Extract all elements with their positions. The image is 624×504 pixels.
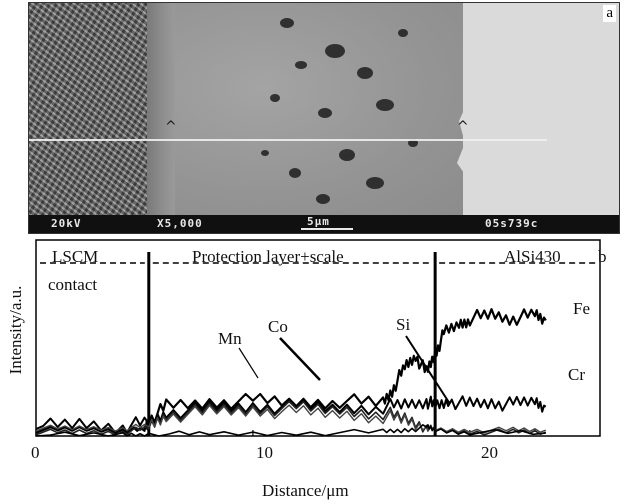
panel-letter-b: b xyxy=(598,247,607,266)
series-line-fe xyxy=(35,308,547,434)
series-line-cr xyxy=(35,395,547,434)
scale-alloy-boundary xyxy=(457,3,485,217)
x-tick-label-10: 10 xyxy=(256,443,273,462)
linescan-marker-right: ^ xyxy=(457,119,469,135)
sem-micrograph: ^ ^ 20kV X5,000 5μm 05s739c a xyxy=(28,2,620,234)
series-line-co xyxy=(35,404,547,434)
lscm-region xyxy=(29,3,147,215)
region-label-contact: contact xyxy=(48,275,98,294)
linescan-marker-left: ^ xyxy=(165,119,177,135)
plot-frame xyxy=(35,239,601,437)
leader-line-mn xyxy=(238,347,259,379)
panel-letter-a: a xyxy=(603,5,616,22)
scale-region xyxy=(175,3,463,215)
scale-pores xyxy=(261,18,418,204)
alloy-region xyxy=(457,3,619,217)
linescan-line xyxy=(29,139,547,141)
element-label-fe: Fe xyxy=(573,299,590,318)
element-label-mn: Mn xyxy=(218,329,242,348)
leader-line-co xyxy=(279,337,321,381)
region-label-protection: Protection layer+scale xyxy=(192,247,344,266)
sem-scalebar xyxy=(301,228,353,230)
element-label-cr: Cr xyxy=(568,365,585,384)
linescan-chart: LSCM contact Protection layer+scale AlSi… xyxy=(0,238,624,504)
x-tick-label-0: 0 xyxy=(31,443,40,462)
region-label-alloy: AlSi430 xyxy=(504,247,561,266)
region-label-lscm: LSCM xyxy=(52,247,99,266)
sem-micrograph-id: 05s739c xyxy=(485,217,539,230)
y-axis-label: Intensity/a.u. xyxy=(6,285,25,375)
x-tick-label-20: 20 xyxy=(481,443,498,462)
element-label-co: Co xyxy=(268,317,288,336)
interface-region xyxy=(147,3,175,215)
sem-scale-label: 5μm xyxy=(307,215,330,228)
sem-magnification: X5,000 xyxy=(157,217,203,230)
element-label-si: Si xyxy=(396,315,411,334)
series-line-si xyxy=(35,424,546,437)
sem-voltage: 20kV xyxy=(51,217,82,230)
sem-databar: 20kV X5,000 5μm 05s739c xyxy=(29,215,619,233)
chart-svg xyxy=(35,239,601,437)
leader-line-si xyxy=(405,335,451,405)
x-axis-label: Distance/μm xyxy=(262,481,349,500)
